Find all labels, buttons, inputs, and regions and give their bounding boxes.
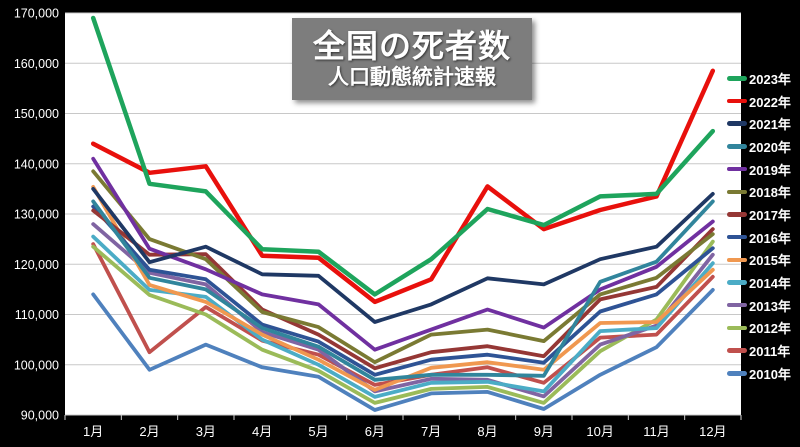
series-line-2010年 [91,287,715,412]
series-line-2018年 [91,169,715,365]
legend-color-chip [727,189,747,195]
legend-color-chip [727,144,747,149]
legend-label: 2015年 [749,253,791,269]
series-line-2012年 [91,239,715,405]
legend-color-chip [727,98,747,104]
legend-item-2015年: 2015年 [727,249,799,272]
legend-item-2021年: 2021年 [727,112,799,135]
y-axis-tick-label: 160,000 [14,57,59,71]
legend-color-chip [727,371,747,376]
chart-title: 全国の死者数 [312,28,511,64]
x-axis-month-label: 3月 [196,424,216,439]
x-axis-month-label: 9月 [534,424,554,439]
legend-item-2022年: 2022年 [727,90,799,113]
y-axis-tick-label: 100,000 [14,358,59,372]
legend-item-2016年: 2016年 [727,226,799,249]
legend-color-chip [727,280,747,285]
y-axis-tick-label: 90,000 [21,409,59,423]
legend-item-2018年: 2018年 [727,180,799,203]
x-axis-month-label: 1月 [83,424,103,439]
legend-label: 2023年 [749,71,791,87]
legend-color-chip [727,257,747,263]
x-axis-month-label: 11月 [643,424,670,439]
legend-item-2010年: 2010年 [727,362,799,385]
legend-label: 2013年 [749,298,791,314]
series-line-2019年 [91,156,715,352]
x-axis-month-label: 7月 [421,424,441,439]
legend-color-chip [727,166,747,172]
y-axis-tick-label: 170,000 [14,7,59,21]
legend-color-chip [727,325,747,331]
legend-color-chip [727,212,747,217]
legend-item-2014年: 2014年 [727,271,799,294]
legend-item-2019年: 2019年 [727,158,799,181]
legend-label: 2011年 [749,344,791,360]
legend-item-2020年: 2020年 [727,135,799,158]
legend-label: 2016年 [749,230,791,246]
x-axis-month-label: 6月 [365,424,385,439]
x-axis-month-label: 4月 [252,424,272,439]
legend: 2023年 2022年 2021年 2020年 2019年 2018年 2017年 2016年… [727,67,799,385]
legend-color-chip [727,234,747,240]
legend-label: 2021年 [749,117,791,133]
x-axis-month-label: 10月 [586,424,613,439]
legend-color-chip [727,302,747,308]
legend-item-2023年: 2023年 [727,67,799,90]
chart-subtitle: 人口動態統計速報 [328,65,496,89]
y-axis-tick-label: 120,000 [14,258,59,272]
x-axis-month-label: 12月 [699,424,726,439]
legend-label: 2010年 [749,366,791,382]
legend-label: 2020年 [749,139,791,155]
legend-label: 2022年 [749,94,791,110]
series-line-2016年 [91,204,715,377]
series-line-2023年 [90,15,716,297]
y-axis-tick-label: 150,000 [14,107,59,121]
legend-label: 2018年 [749,185,791,201]
series-line-2020年 [91,199,715,382]
legend-item-2017年: 2017年 [727,203,799,226]
legend-label: 2012年 [749,321,791,337]
y-axis-tick-label: 140,000 [14,157,59,171]
y-axis-tick-label: 130,000 [14,208,59,222]
legend-color-chip [727,121,747,126]
series-line-2014年 [91,234,715,399]
legend-label: 2017年 [749,207,791,223]
x-axis-month-label: 5月 [308,424,328,439]
x-axis-month-label: 8月 [477,424,497,439]
series-line-2013年 [91,222,715,399]
series-line-2022年 [90,68,716,305]
legend-item-2012年: 2012年 [727,317,799,340]
y-axis-tick-label: 110,000 [15,308,59,322]
legend-color-chip [727,76,747,81]
series-line-2021年 [91,186,715,324]
legend-item-2011年: 2011年 [727,339,799,362]
x-axis-month-label: 2月 [139,424,159,439]
chart-title-box: 全国の死者数 人口動態統計速報 [292,18,532,100]
legend-label: 2019年 [749,162,791,178]
legend-label: 2014年 [749,276,791,292]
legend-color-chip [727,348,747,353]
legend-item-2013年: 2013年 [727,294,799,317]
